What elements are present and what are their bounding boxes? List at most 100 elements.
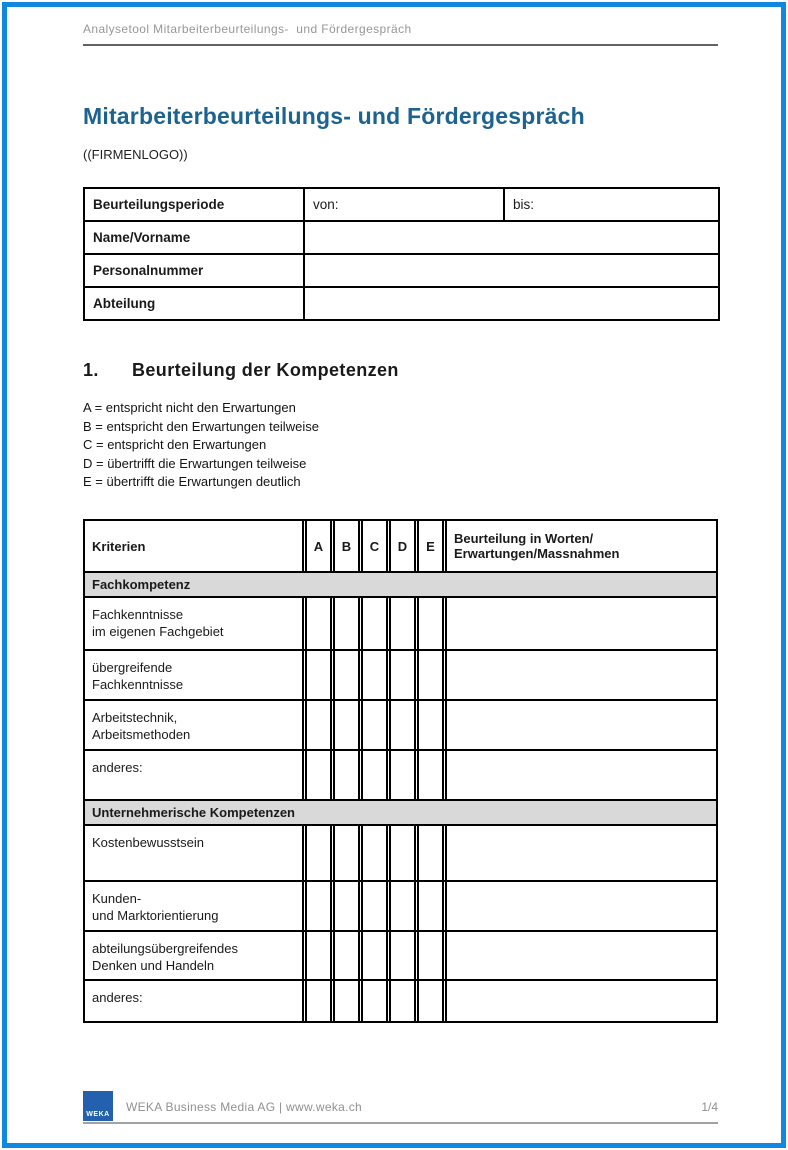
ratings-header-row: Kriterien A B C D E Beurteilung in Worte… <box>84 520 717 573</box>
rating-cell-e[interactable] <box>417 825 444 882</box>
rating-cell-e[interactable] <box>417 931 444 981</box>
rating-cell-b[interactable] <box>333 931 360 981</box>
rating-cell-e[interactable] <box>417 650 444 701</box>
col-header-grade-b: B <box>333 520 360 573</box>
rating-cell-c[interactable] <box>361 750 388 801</box>
criterion-row-anderes-1: anderes: <box>84 750 717 801</box>
rating-cell-b[interactable] <box>333 750 360 801</box>
col-header-grade-a: A <box>305 520 332 573</box>
rating-cell-b[interactable] <box>333 650 360 701</box>
footer-company: WEKA Business Media AG | www.weka.ch <box>126 1099 363 1114</box>
rating-cell-c[interactable] <box>361 700 388 751</box>
comment-cell[interactable] <box>445 750 717 801</box>
rating-cell-b[interactable] <box>333 597 360 651</box>
rating-cell-b[interactable] <box>333 881 360 932</box>
cell-gap <box>303 597 306 651</box>
section-row-title: Unternehmerische Kompetenzen <box>84 799 717 826</box>
rating-cell-c[interactable] <box>361 597 388 651</box>
cell-gap <box>331 650 334 701</box>
cell-gap <box>387 881 390 932</box>
rating-cell-e[interactable] <box>417 700 444 751</box>
cell-gap <box>415 597 418 651</box>
cell-gap <box>443 825 446 882</box>
comment-cell[interactable] <box>445 825 717 882</box>
rating-cell-b[interactable] <box>333 825 360 882</box>
rating-cell-d[interactable] <box>389 597 416 651</box>
rating-cell-c[interactable] <box>361 931 388 981</box>
info-label-name: Name/Vorname <box>83 220 305 255</box>
rating-cell-b[interactable] <box>333 700 360 751</box>
cell-gap <box>387 931 390 981</box>
rating-cell-c[interactable] <box>361 825 388 882</box>
rating-cell-a[interactable] <box>305 700 332 751</box>
abteilung-field[interactable] <box>303 286 720 321</box>
cell-gap <box>331 980 334 1023</box>
section-row-unternehmerische: Unternehmerische Kompetenzen <box>84 799 717 826</box>
section-row-fachkompetenz: Fachkompetenz <box>84 571 717 598</box>
cell-gap <box>303 650 306 701</box>
rating-cell-a[interactable] <box>305 881 332 932</box>
cell-gap <box>415 881 418 932</box>
cell-gap <box>415 700 418 751</box>
bis-field[interactable]: bis: <box>503 187 720 222</box>
col-header-grade-d: D <box>389 520 416 573</box>
cell-gap <box>303 825 306 882</box>
rating-cell-a[interactable] <box>305 980 332 1023</box>
personalnummer-field[interactable] <box>303 253 720 288</box>
legend-item-e: E = übertrifft die Erwartungen deutlich <box>83 474 301 489</box>
cell-gap <box>415 980 418 1023</box>
rating-cell-e[interactable] <box>417 980 444 1023</box>
cell-gap <box>359 700 362 751</box>
rating-cell-d[interactable] <box>389 931 416 981</box>
rating-cell-d[interactable] <box>389 980 416 1023</box>
rating-cell-b[interactable] <box>333 980 360 1023</box>
rating-cell-a[interactable] <box>305 597 332 651</box>
section-number: 1. <box>83 360 99 380</box>
criterion-row-kostenbewusstsein: Kostenbewusstsein <box>84 825 717 882</box>
cell-gap <box>331 881 334 932</box>
legend-item-c: C = entspricht den Erwartungen <box>83 437 267 452</box>
cell-gap <box>415 750 418 801</box>
comment-cell[interactable] <box>445 597 717 651</box>
col-header-grade-e: E <box>417 520 444 573</box>
rating-cell-d[interactable] <box>389 881 416 932</box>
rating-cell-c[interactable] <box>361 881 388 932</box>
von-field[interactable]: von: <box>303 187 505 222</box>
cell-gap <box>303 750 306 801</box>
comment-cell[interactable] <box>445 881 717 932</box>
rating-cell-d[interactable] <box>389 650 416 701</box>
comment-cell[interactable] <box>445 980 717 1023</box>
comment-cell[interactable] <box>445 650 717 701</box>
rating-cell-a[interactable] <box>305 750 332 801</box>
rating-cell-d[interactable] <box>389 700 416 751</box>
rating-cell-e[interactable] <box>417 750 444 801</box>
criterion-label: Fachkenntnisse im eigenen Fachgebiet <box>84 597 304 651</box>
rating-cell-c[interactable] <box>361 650 388 701</box>
name-field[interactable] <box>303 220 720 255</box>
cell-gap <box>359 931 362 981</box>
criterion-label: Kostenbewusstsein <box>84 825 304 882</box>
rating-cell-e[interactable] <box>417 597 444 651</box>
info-table: Beurteilungsperiode von: bis: Name/Vorna… <box>83 187 720 321</box>
weka-logo-text: WEKA <box>86 1111 110 1118</box>
cell-gap <box>443 650 446 701</box>
cell-gap <box>415 650 418 701</box>
criterion-row-abteilungsuebergreifend: abteilungsübergreifendes Denken und Hand… <box>84 931 717 981</box>
legend-item-b: B = entspricht den Erwartungen teilweise <box>83 418 319 434</box>
rating-cell-d[interactable] <box>389 750 416 801</box>
comment-cell[interactable] <box>445 931 717 981</box>
cell-gap <box>443 700 446 751</box>
cell-gap <box>359 750 362 801</box>
rating-cell-d[interactable] <box>389 825 416 882</box>
info-row-personalnummer: Personalnummer <box>83 253 720 288</box>
info-row-beurteilungsperiode: Beurteilungsperiode von: bis: <box>83 187 720 222</box>
rating-cell-e[interactable] <box>417 881 444 932</box>
rating-cell-a[interactable] <box>305 650 332 701</box>
rating-cell-a[interactable] <box>305 825 332 882</box>
rating-cell-c[interactable] <box>361 980 388 1023</box>
rating-cell-a[interactable] <box>305 931 332 981</box>
cell-gap <box>331 825 334 882</box>
cell-gap <box>387 980 390 1023</box>
comment-cell[interactable] <box>445 700 717 751</box>
criterion-label: anderes: <box>84 750 304 801</box>
